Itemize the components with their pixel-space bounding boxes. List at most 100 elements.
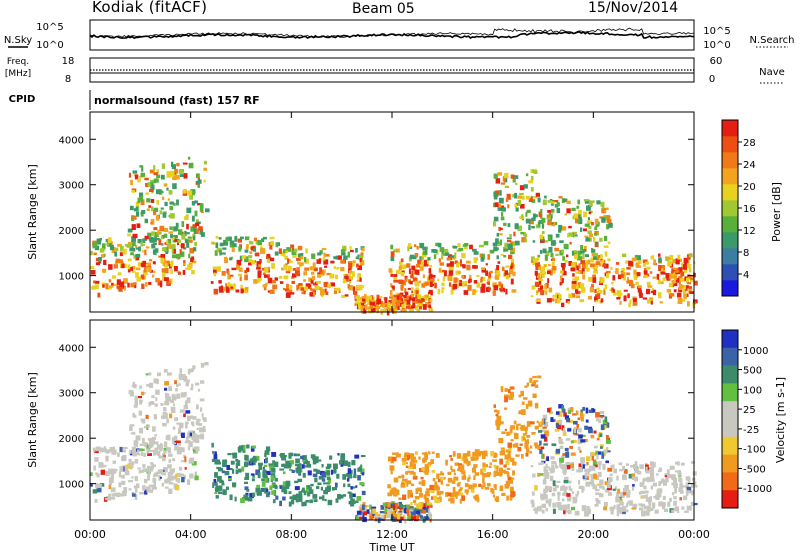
velocity-scatter-cell	[632, 504, 637, 507]
velocity-scatter-cell	[279, 484, 284, 488]
power-scatter-cell	[114, 247, 119, 251]
velocity-scatter-cell	[251, 445, 256, 449]
velocity-scatter-cell	[184, 467, 187, 470]
velocity-scatter-cell	[594, 503, 599, 507]
power-scatter-cell	[324, 265, 328, 268]
velocity-scatter-cell	[146, 384, 151, 387]
velocity-scatter-cell	[418, 456, 421, 460]
power-scatter-cell	[547, 214, 550, 218]
power-scatter-cell	[269, 245, 273, 250]
power-scatter-cell	[592, 274, 596, 279]
velocity-scatter-cell	[529, 451, 532, 454]
power-scatter-cell	[604, 251, 608, 257]
velocity-scatter-cell	[543, 477, 546, 480]
velocity-scatter-cell	[122, 447, 128, 450]
velocity-scatter-cell	[641, 510, 646, 517]
power-scatter-cell	[126, 243, 131, 248]
power-scatter-cell	[178, 271, 182, 275]
power-scatter-cell	[249, 241, 254, 245]
power-scatter-cell	[651, 290, 655, 293]
velocity-scatter-cell	[585, 407, 589, 414]
power-scatter-cell	[230, 286, 236, 289]
power-scatter-cell	[203, 179, 206, 183]
power-scatter-cell	[350, 249, 354, 253]
power-scatter-cell	[578, 290, 581, 295]
power-scatter-cell	[364, 294, 367, 300]
power-scatter-cell	[690, 279, 694, 282]
velocity-scatter-cell	[167, 434, 171, 441]
velocity-scatter-cell	[455, 495, 458, 499]
power-scatter-cell	[673, 267, 677, 270]
power-scatter-cell	[342, 245, 347, 251]
power-scatter-cell	[148, 282, 152, 285]
power-scatter-cell	[170, 206, 174, 211]
power-scatter-cell	[161, 235, 165, 239]
velocity-scatter-cell	[428, 508, 431, 514]
velocity-scatter-cell	[562, 427, 565, 434]
velocity-scatter-cell	[468, 474, 471, 479]
velocity-scatter-cell	[143, 426, 148, 429]
velocity-scatter-cell	[147, 453, 152, 456]
velocity-scatter-cell	[565, 438, 571, 441]
velocity-scatter-cell	[405, 478, 408, 483]
velocity-scatter-cell	[674, 470, 678, 473]
velocity-scatter-cell	[496, 425, 500, 431]
velocity-scatter-cell	[425, 488, 430, 491]
freq-panel: 18 8 60 0 Freq. [MHz] Nave	[5, 56, 785, 85]
velocity-scatter-cell	[273, 475, 276, 479]
power-scatter-cell	[538, 278, 544, 281]
velocity-scatter-cell	[447, 477, 453, 483]
velocity-scatter-cell	[529, 445, 533, 449]
power-scatter-cell	[593, 252, 599, 259]
velocity-scatter-cell	[258, 464, 263, 470]
velocity-scatter-cell	[387, 502, 391, 508]
power-scatter-cell	[638, 285, 642, 290]
power-scatter-cell	[669, 255, 674, 261]
power-scatter-cell	[614, 271, 618, 274]
velocity-scatter-cell	[512, 470, 515, 476]
velocity-scatter-cell	[176, 449, 182, 455]
velocity-scatter-cell	[644, 510, 649, 516]
power-scatter-cell	[637, 260, 642, 265]
velocity-scatter-cell	[154, 447, 159, 453]
power-scatter-cell	[268, 242, 272, 246]
power-scatter-cell	[414, 244, 417, 247]
power-scatter-cell	[418, 306, 422, 310]
velocity-scatter-cell	[162, 416, 166, 420]
velocity-scatter-cell	[169, 470, 173, 475]
power-scatter-cell	[427, 257, 431, 261]
velocity-scatter-cell	[613, 504, 616, 510]
velocity-scatter-cell	[149, 489, 153, 493]
velocity-scatter-cell	[466, 463, 470, 467]
velocity-scatter-cell	[509, 391, 514, 398]
power-scatter-cell	[526, 173, 529, 177]
beam-title: Beam 05	[352, 1, 415, 17]
velocity-scatter-cell	[300, 493, 303, 500]
power-scatter-cell	[509, 233, 512, 239]
velocity-scatter-cell	[482, 473, 487, 476]
power-scatter-cell	[415, 297, 418, 301]
velocity-scatter-cell	[329, 455, 333, 460]
power-scatter-cell	[140, 213, 144, 217]
power-scatter-cell	[520, 203, 525, 209]
power-scatter-cell	[420, 262, 425, 265]
power-scatter-cell	[174, 168, 178, 174]
power-scatter-cell	[150, 221, 153, 225]
velocity-scatter-cell	[470, 456, 474, 460]
power-scatter-cell	[571, 231, 577, 234]
velocity-scatter-cell	[619, 469, 623, 472]
power-scatter-cell	[376, 308, 379, 314]
power-scatter-cell	[221, 271, 226, 276]
power-scatter-cell	[144, 264, 148, 267]
velocity-scatter-cell	[402, 461, 406, 466]
velocity-scatter-cell	[482, 478, 485, 484]
power-scatter-cell	[517, 195, 523, 199]
velocity-scatter-cell	[282, 481, 288, 487]
velocity-scatter-cell	[625, 509, 629, 513]
power-scatter-cell	[426, 276, 430, 282]
power-scatter-cell	[422, 274, 425, 279]
velocity-scatter-cell	[607, 492, 612, 496]
power-scatter-cell	[153, 172, 159, 176]
velocity-scatter-cell	[305, 459, 308, 465]
velocity-scatter-cell	[555, 411, 560, 415]
